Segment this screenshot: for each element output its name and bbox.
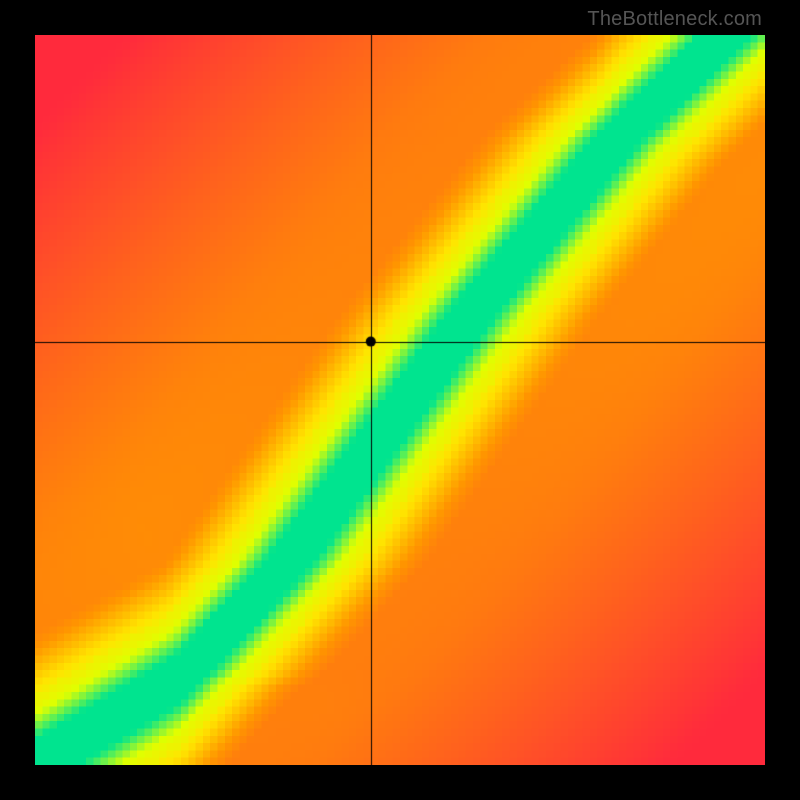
watermark-text: TheBottleneck.com	[587, 8, 762, 31]
chart-container: TheBottleneck.com	[0, 0, 800, 800]
crosshair-overlay	[35, 35, 765, 765]
